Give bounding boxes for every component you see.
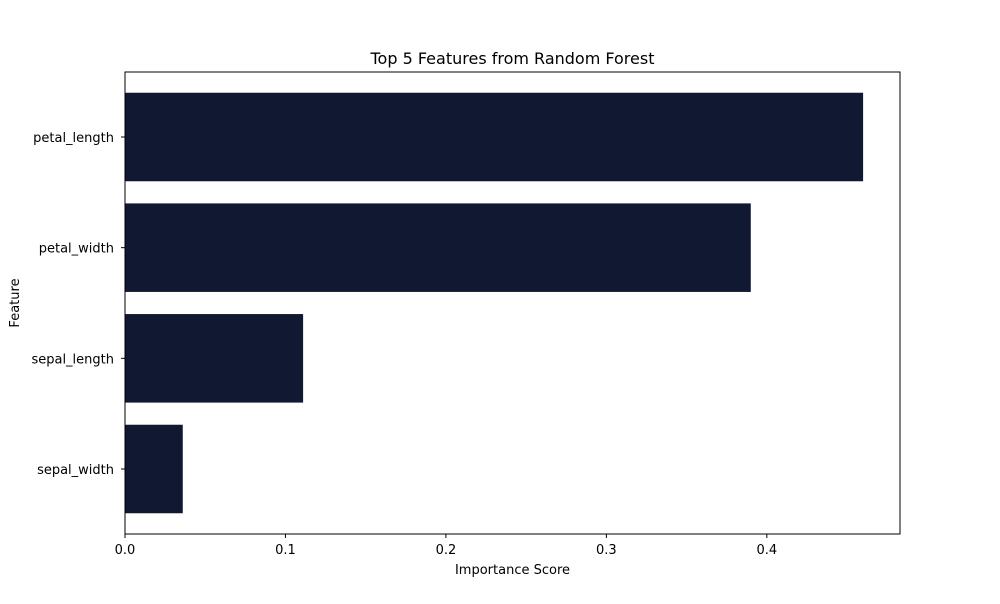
y-axis-label: Feature xyxy=(8,278,23,327)
plot-frame xyxy=(124,71,901,535)
bar-petal-length xyxy=(125,92,864,182)
x-axis-label: Importance Score xyxy=(455,563,570,578)
y-tick-label: petal_length xyxy=(33,131,114,146)
y-tick-label: sepal_width xyxy=(37,463,114,478)
x-tick-label: 0.2 xyxy=(436,543,457,558)
x-axis: 0.0 0.1 0.2 0.3 0.4 xyxy=(115,534,777,558)
x-tick-label: 0.3 xyxy=(596,543,617,558)
x-tick-label: 0.0 xyxy=(115,543,136,558)
bar-sepal-width xyxy=(125,424,183,514)
x-tick-label: 0.1 xyxy=(275,543,296,558)
bars-layer xyxy=(125,92,864,514)
y-axis: petal_length petal_width sepal_lengthsepal… xyxy=(31,131,125,478)
y-tick-label: sepal_length xyxy=(31,352,114,367)
bar-petal-width xyxy=(125,203,751,292)
x-tick-label: 0.4 xyxy=(756,543,777,558)
y-tick-label: petal_width xyxy=(39,242,114,257)
bar-sepal-length xyxy=(125,314,304,403)
chart-title: Top 5 Features from Random Forest xyxy=(370,49,655,68)
